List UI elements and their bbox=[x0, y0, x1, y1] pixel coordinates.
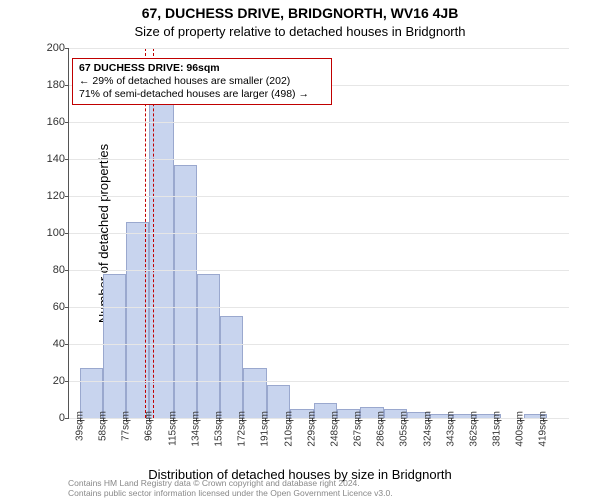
x-tick-label: 381sqm bbox=[492, 411, 503, 447]
y-tick-mark bbox=[65, 159, 69, 160]
x-tick-label: 343sqm bbox=[445, 411, 456, 447]
grid-line bbox=[69, 270, 569, 271]
chart-subtitle: Size of property relative to detached ho… bbox=[0, 24, 600, 39]
footer-line-2: Contains public sector information licen… bbox=[68, 489, 393, 498]
y-tick-label: 0 bbox=[39, 412, 65, 424]
y-tick-mark bbox=[65, 85, 69, 86]
y-tick-mark bbox=[65, 381, 69, 382]
grid-line bbox=[69, 381, 569, 382]
x-tick-label: 96sqm bbox=[144, 411, 155, 441]
x-tick-label: 153sqm bbox=[214, 411, 225, 447]
y-tick-mark bbox=[65, 48, 69, 49]
y-tick-mark bbox=[65, 270, 69, 271]
y-tick-label: 80 bbox=[39, 264, 65, 276]
grid-line bbox=[69, 307, 569, 308]
y-tick-mark bbox=[65, 344, 69, 345]
x-tick-label: 58sqm bbox=[98, 411, 109, 441]
annotation-line-2: ← 29% of detached houses are smaller (20… bbox=[79, 75, 290, 87]
grid-line bbox=[69, 48, 569, 49]
x-tick-label: 77sqm bbox=[121, 411, 132, 441]
y-tick-label: 20 bbox=[39, 375, 65, 387]
annotation-box: 67 DUCHESS DRIVE: 96sqm ← 29% of detache… bbox=[72, 58, 332, 105]
grid-line bbox=[69, 122, 569, 123]
y-tick-label: 120 bbox=[39, 190, 65, 202]
chart-title: 67, DUCHESS DRIVE, BRIDGNORTH, WV16 4JB bbox=[0, 5, 600, 21]
annotation-line-1: 67 DUCHESS DRIVE: 96sqm bbox=[79, 62, 220, 74]
y-tick-label: 60 bbox=[39, 301, 65, 313]
x-tick-label: 419sqm bbox=[538, 411, 549, 447]
x-tick-label: 267sqm bbox=[353, 411, 364, 447]
x-tick-label: 191sqm bbox=[260, 411, 271, 447]
y-tick-mark bbox=[65, 122, 69, 123]
grid-line bbox=[69, 196, 569, 197]
x-tick-label: 362sqm bbox=[468, 411, 479, 447]
grid-line bbox=[69, 344, 569, 345]
x-tick-label: 400sqm bbox=[515, 411, 526, 447]
y-tick-label: 100 bbox=[39, 227, 65, 239]
x-tick-label: 248sqm bbox=[329, 411, 340, 447]
x-tick-label: 134sqm bbox=[190, 411, 201, 447]
y-tick-label: 180 bbox=[39, 79, 65, 91]
grid-line bbox=[69, 159, 569, 160]
y-tick-mark bbox=[65, 233, 69, 234]
x-tick-label: 115sqm bbox=[167, 411, 178, 446]
y-tick-label: 200 bbox=[39, 42, 65, 54]
x-tick-label: 210sqm bbox=[283, 411, 294, 447]
x-tick-label: 39sqm bbox=[74, 411, 85, 441]
bar bbox=[220, 316, 243, 418]
annotation-line-3: 71% of semi-detached houses are larger (… bbox=[79, 88, 309, 100]
y-tick-label: 140 bbox=[39, 153, 65, 165]
grid-line bbox=[69, 233, 569, 234]
bar bbox=[103, 274, 126, 418]
y-tick-mark bbox=[65, 196, 69, 197]
y-tick-mark bbox=[65, 307, 69, 308]
bar bbox=[174, 165, 197, 418]
y-tick-mark bbox=[65, 418, 69, 419]
y-tick-label: 40 bbox=[39, 338, 65, 350]
y-tick-label: 160 bbox=[39, 116, 65, 128]
bar bbox=[197, 274, 220, 418]
x-tick-label: 172sqm bbox=[237, 411, 248, 447]
footer-attribution: Contains HM Land Registry data © Crown c… bbox=[68, 479, 393, 498]
x-tick-label: 305sqm bbox=[399, 411, 410, 447]
x-tick-label: 324sqm bbox=[422, 411, 433, 447]
x-tick-label: 286sqm bbox=[376, 411, 387, 447]
x-tick-label: 229sqm bbox=[306, 411, 317, 447]
